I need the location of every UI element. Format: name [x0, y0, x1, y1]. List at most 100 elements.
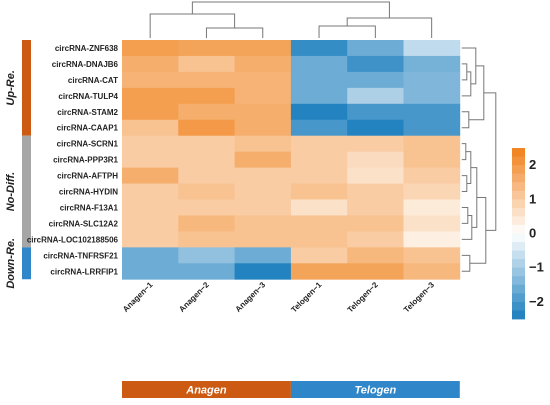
- row-group-bar: [22, 135, 31, 248]
- heatmap-cell: [290, 103, 348, 121]
- column-label: Telogen−3: [402, 280, 436, 314]
- row-label: circRNA-LOC102188506: [27, 235, 119, 244]
- row-group-label: Up-Re.: [5, 70, 17, 105]
- row-label: circRNA-ZNF638: [55, 44, 119, 53]
- heatmap-cell: [234, 87, 292, 105]
- heatmap-cell: [178, 183, 235, 200]
- row-label: circRNA-TNFRSF21: [43, 251, 118, 260]
- row-label: circRNA-SCRN1: [57, 140, 119, 149]
- heatmap-cell: [178, 263, 235, 280]
- heatmap-cell: [403, 247, 461, 264]
- legend-tick-label: −2: [529, 294, 544, 309]
- heatmap-cell: [403, 71, 461, 89]
- heatmap-cell: [290, 135, 348, 153]
- heatmap-cell: [347, 103, 404, 121]
- row-label: circRNA-STAM2: [57, 108, 118, 117]
- legend-swatch: [512, 284, 525, 294]
- heatmap-cell: [122, 71, 179, 89]
- heatmap-cell: [403, 167, 461, 184]
- heatmap-cell: [290, 151, 348, 168]
- heatmap-cell: [290, 55, 348, 73]
- heatmap-cell: [403, 183, 461, 200]
- row-label: circRNA-F13A1: [60, 203, 119, 212]
- legend-swatch: [512, 190, 525, 200]
- heatmap-cell: [122, 119, 179, 137]
- legend-swatch: [512, 156, 525, 166]
- heatmap-cell: [122, 103, 179, 121]
- heatmap-cell: [234, 183, 292, 200]
- color-legend: 2 1 0 −1 −2: [512, 148, 544, 320]
- dendrogram-branch: [483, 92, 497, 231]
- legend-swatch: [512, 301, 525, 311]
- row-group-annotation: Up-Re. No-Diff. Down-Re.: [5, 40, 31, 289]
- heatmap-cell: [234, 103, 292, 121]
- dendrogram-branch: [461, 254, 471, 272]
- row-label: circRNA-DNAJB6: [52, 60, 119, 69]
- heatmap-cell: [347, 263, 404, 280]
- heatmap-cell: [347, 231, 404, 248]
- heatmap-cell: [347, 71, 404, 89]
- heatmap-cell: [234, 71, 292, 89]
- heatmap-cell: [290, 40, 348, 57]
- heatmap-cells: [122, 40, 461, 280]
- row-label: circRNA-HYDIN: [59, 188, 118, 197]
- dendrogram-branch: [149, 13, 236, 38]
- heatmap-cell: [122, 247, 179, 264]
- heatmap-cell: [234, 151, 292, 168]
- heatmap-cell: [178, 247, 235, 264]
- heatmap-cell: [234, 55, 292, 73]
- column-dendrogram: [149, 1, 433, 38]
- column-label: Telogen−2: [346, 280, 380, 314]
- row-label: circRNA-CAAP1: [57, 124, 119, 133]
- row-label: circRNA-SLC12A2: [49, 219, 119, 228]
- legend-swatch: [512, 199, 525, 209]
- legend-swatch: [512, 267, 525, 277]
- heatmap-cell: [290, 215, 348, 232]
- heatmap-cell: [290, 119, 348, 137]
- heatmap-cell: [122, 215, 179, 232]
- legend-swatch: [512, 207, 525, 217]
- heatmap-cell: [178, 215, 235, 232]
- dendrogram-branch: [191, 1, 390, 18]
- heatmap-cell: [347, 40, 404, 57]
- heatmap-cell: [403, 87, 461, 105]
- dendrogram-branch: [461, 111, 470, 129]
- legend-swatch: [512, 233, 525, 243]
- dendrogram-branch: [461, 47, 477, 85]
- heatmap-cell: [234, 263, 292, 280]
- heatmap-cell: [403, 103, 461, 121]
- heatmap-cell: [122, 231, 179, 248]
- column-group-bar: [122, 381, 291, 398]
- heatmap-cell: [347, 55, 404, 73]
- heatmap-cell: [347, 87, 404, 105]
- legend-swatch: [512, 216, 525, 226]
- heatmap-cell: [290, 231, 348, 248]
- row-label: circRNA-LRRFIP1: [50, 267, 118, 276]
- legend-swatch: [512, 224, 525, 234]
- heatmap-cell: [178, 55, 235, 73]
- heatmap-cell: [290, 199, 348, 216]
- column-group-label: Telogen: [354, 385, 396, 397]
- row-label: circRNA-AFTPH: [57, 172, 118, 181]
- row-group-bar: [22, 247, 31, 280]
- row-dendrogram: [461, 47, 497, 272]
- heatmap-cell: [347, 151, 404, 168]
- heatmap-cell: [178, 40, 235, 57]
- heatmap-cell: [234, 247, 292, 264]
- legend-swatch: [512, 293, 525, 303]
- heatmap-cell: [403, 119, 461, 137]
- column-label: Anagen−1: [121, 280, 155, 314]
- heatmap-cell: [234, 199, 292, 216]
- dendrogram-branch: [461, 175, 468, 193]
- heatmap-cell: [403, 215, 461, 232]
- heatmap-cell: [347, 199, 404, 216]
- column-label: Anagen−2: [177, 280, 211, 314]
- heatmap-cell: [234, 135, 292, 153]
- heatmap-cell: [347, 119, 404, 137]
- heatmap-cell: [122, 55, 179, 73]
- heatmap-cell: [234, 215, 292, 232]
- legend-tick-label: −1: [529, 260, 544, 275]
- heatmap-cell: [403, 231, 461, 248]
- row-labels: circRNA-ZNF638 circRNA-DNAJB6 circRNA-CAT c…: [27, 44, 119, 276]
